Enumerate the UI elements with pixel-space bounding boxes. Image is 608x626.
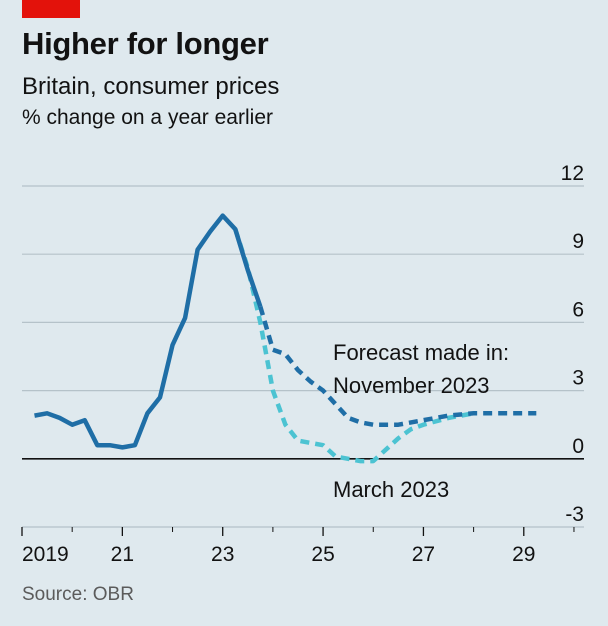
forecast-intro-label: Forecast made in: [333, 340, 509, 365]
series-lines [34, 213, 537, 464]
x-tick-label: 2019 [22, 543, 69, 566]
x-tick-label: 29 [512, 543, 535, 566]
x-axis [21, 527, 575, 536]
y-tick-label: 9 [572, 230, 584, 253]
x-tick-label: 23 [211, 543, 234, 566]
y-tick-label: 6 [572, 298, 584, 321]
gridlines [22, 185, 584, 528]
series-line-nov-forecast [258, 305, 537, 427]
y-tick-label: 3 [572, 367, 584, 390]
chart-subtitle: Britain, consumer prices [22, 73, 280, 100]
y-tick-label: -3 [565, 503, 584, 526]
y-tick-label: 0 [572, 435, 584, 458]
x-tick-label: 21 [111, 543, 134, 566]
x-tick-label: 27 [412, 543, 435, 566]
series-line-outturn [34, 213, 263, 450]
series-line-mar-forecast [233, 228, 475, 464]
source-note: Source: OBR [22, 584, 134, 605]
tick-labels: 12 9 6 3 0 -3 2019 21 23 25 27 29 [22, 162, 584, 566]
annotations: Forecast made in: November 2023 March 20… [333, 340, 509, 502]
chart-unit-label: % change on a year earlier [22, 106, 273, 129]
mar-2023-label: March 2023 [333, 477, 449, 502]
brand-tag [22, 0, 80, 18]
chart-title: Higher for longer [22, 26, 269, 61]
nov-2023-label: November 2023 [333, 373, 490, 398]
x-tick-label: 25 [311, 543, 334, 566]
y-tick-label: 12 [561, 162, 584, 185]
